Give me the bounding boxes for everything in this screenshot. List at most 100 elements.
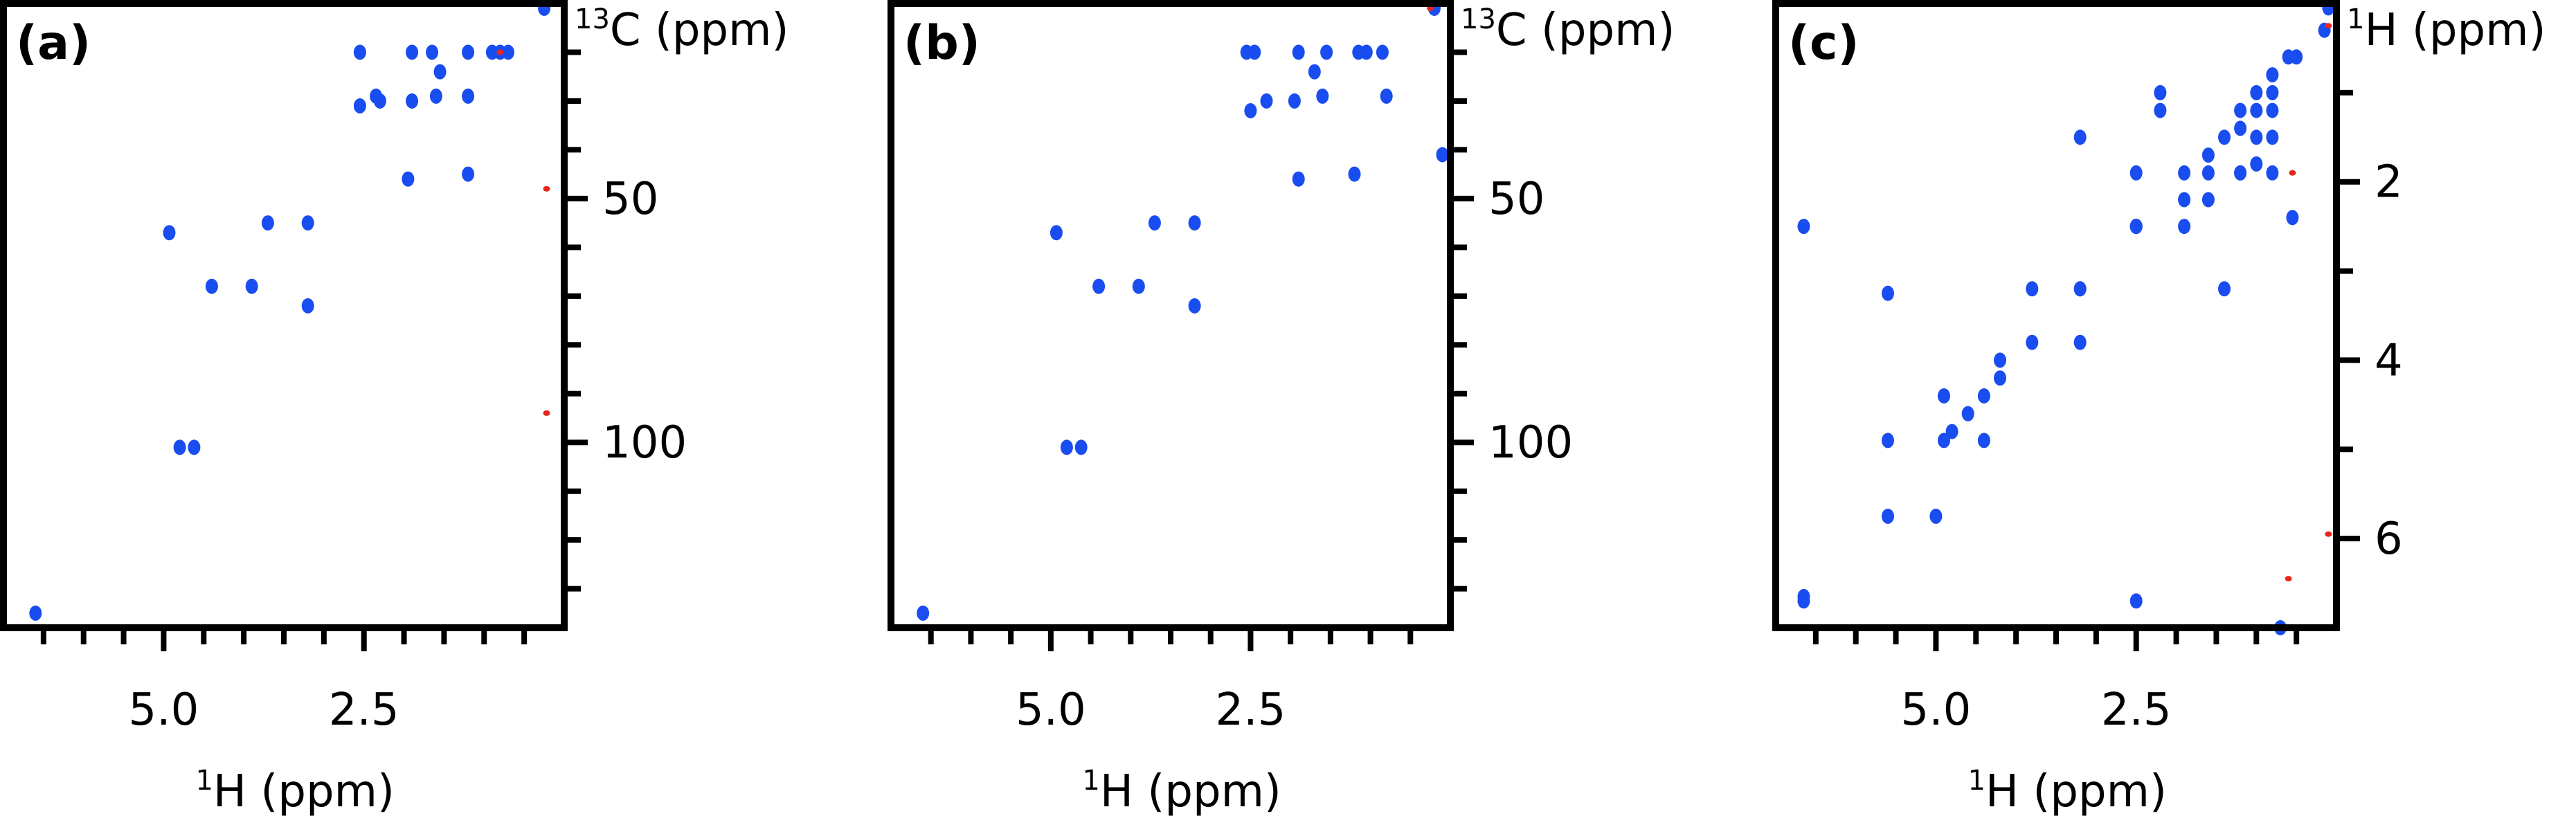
panel-a-peak: [462, 88, 475, 104]
panel-b-peak: [1060, 439, 1073, 455]
panel-a-ticks: [40, 49, 588, 651]
panel-c-negative-peak: [2325, 531, 2332, 537]
panel-c-y-title-sup: 1: [2347, 3, 2364, 35]
panel-b-peak: [1188, 215, 1201, 231]
panel-c-peak: [2250, 84, 2263, 100]
panel-c-negative-peak: [2289, 170, 2296, 176]
panel-a-x-title-text: H (ppm): [213, 766, 395, 817]
panel-c-peak: [2129, 165, 2143, 181]
panel-a-peak: [173, 439, 186, 455]
panel-c-peak: [2266, 67, 2279, 83]
panel-c-x-tick-label: 2.5: [2101, 685, 2172, 736]
panel-a-peak: [462, 44, 475, 60]
panel-c-peak: [2178, 219, 2191, 235]
panel-a-y-axis-title: 13C (ppm): [575, 3, 789, 56]
panel-c-peak: [2286, 210, 2299, 226]
panel-a-peak: [402, 171, 415, 187]
panel-b-peak: [1308, 64, 1321, 80]
panel-c-peak: [1994, 352, 2006, 368]
panel-b-peak: [1292, 44, 1305, 60]
panel-a-peak: [353, 98, 366, 114]
panel-c-peak: [1797, 219, 1810, 235]
panel-b-label: (b): [903, 16, 980, 71]
panel-a-peak: [301, 215, 314, 231]
panel-a-peak: [188, 439, 201, 455]
panel-c-y-axis-title: 1H (ppm): [2347, 3, 2546, 56]
panel-c-peak: [2218, 129, 2231, 145]
panel-a-peak: [406, 44, 419, 60]
panel-c-peak: [1797, 593, 1810, 609]
panel-c-label: (c): [1788, 16, 1859, 71]
panel-c-peak: [2266, 129, 2279, 145]
panel-c: (c) 5.0 2.5 2 4 6 1H (ppm) 1H (ppm): [1772, 0, 2546, 817]
panel-c-peak: [2250, 129, 2263, 145]
panel-c-y-tick-label: 2: [2375, 157, 2403, 208]
panel-c-peak: [2154, 102, 2167, 118]
panel-c-peak: [2178, 165, 2191, 181]
panel-b: (b) 5.0 2.5 50 100 1H (ppm) 13C (ppm): [888, 0, 1675, 817]
panel-a-peak: [261, 215, 274, 231]
panel-c-peak: [2026, 334, 2039, 350]
panel-c-y-tick-label: 6: [2375, 514, 2403, 565]
panel-a-negative-peak: [543, 185, 550, 192]
panel-b-peak: [1436, 147, 1449, 163]
panel-b-x-tick-label: 2.5: [1216, 685, 1286, 736]
panel-b-frame: [888, 0, 1454, 631]
panel-b-x-title-sup: 1: [1082, 765, 1099, 797]
panel-a: (a) 5.0 2.5 50 100 1H (ppm) 13C (ppm): [0, 0, 789, 817]
panel-a-y-tick-label: 50: [602, 174, 658, 225]
panel-c-peak: [1938, 433, 1950, 448]
panel-c-peak: [2234, 165, 2247, 181]
panel-a-peak: [301, 298, 314, 314]
panel-a-peak: [426, 44, 439, 60]
panel-c-peak: [2129, 593, 2143, 609]
panel-b-peak: [1244, 103, 1257, 118]
panel-b-x-axis-title: 1H (ppm): [1082, 765, 1281, 817]
panel-a-peak: [433, 64, 447, 80]
panel-c-x-title-sup: 1: [1967, 765, 1985, 797]
panel-a-peak: [373, 93, 386, 109]
panel-b-ticks: [928, 49, 1474, 651]
panel-c-peak: [2250, 102, 2263, 118]
panel-b-peak: [1320, 44, 1333, 60]
panel-c-peak: [1882, 285, 1894, 301]
panel-c-peak: [2201, 192, 2215, 208]
panel-a-peaks: [29, 1, 551, 621]
panel-b-peak: [1148, 215, 1161, 231]
panel-b-x-title-text: H (ppm): [1100, 766, 1281, 817]
panel-c-peak: [2201, 147, 2215, 163]
panel-a-negative-peak: [496, 49, 504, 55]
panel-b-peak: [917, 605, 930, 621]
panel-a-peak: [429, 88, 442, 104]
panel-c-peak: [2073, 334, 2087, 350]
panel-a-peak: [163, 225, 176, 241]
panel-a-peak: [29, 605, 42, 621]
panel-c-negative-peak: [2325, 23, 2332, 29]
panel-c-peak: [2073, 129, 2087, 145]
panel-c-x-axis-title: 1H (ppm): [1967, 765, 2166, 817]
panel-c-peak: [1961, 406, 1974, 421]
panel-b-peak: [1292, 171, 1305, 187]
panel-b-peak: [1288, 93, 1301, 109]
panel-a-y-title-text: C (ppm): [610, 5, 789, 56]
panel-c-negative-peak: [2285, 576, 2292, 582]
panel-b-peak: [1050, 225, 1063, 241]
panel-c-peak: [2266, 84, 2279, 100]
panel-a-label: (a): [16, 16, 91, 71]
panel-c-peak: [1938, 388, 1950, 404]
panel-a-x-tick-label: 5.0: [129, 685, 199, 736]
panel-b-peak: [1260, 93, 1273, 109]
panel-b-peak: [1348, 166, 1361, 182]
panel-c-peak: [2234, 102, 2247, 118]
panel-c-peak: [2218, 281, 2231, 297]
panel-a-frame: [0, 0, 568, 631]
panel-c-peak: [2073, 281, 2087, 297]
panel-a-peak: [205, 278, 218, 294]
panel-b-peak: [1132, 278, 1145, 294]
panel-b-y-axis-title: 13C (ppm): [1461, 3, 1675, 56]
panel-a-y-tick-label: 100: [602, 417, 687, 469]
panel-a-peak: [245, 278, 258, 294]
panel-c-peak: [1882, 433, 1894, 448]
panel-c-peak: [2154, 84, 2167, 100]
